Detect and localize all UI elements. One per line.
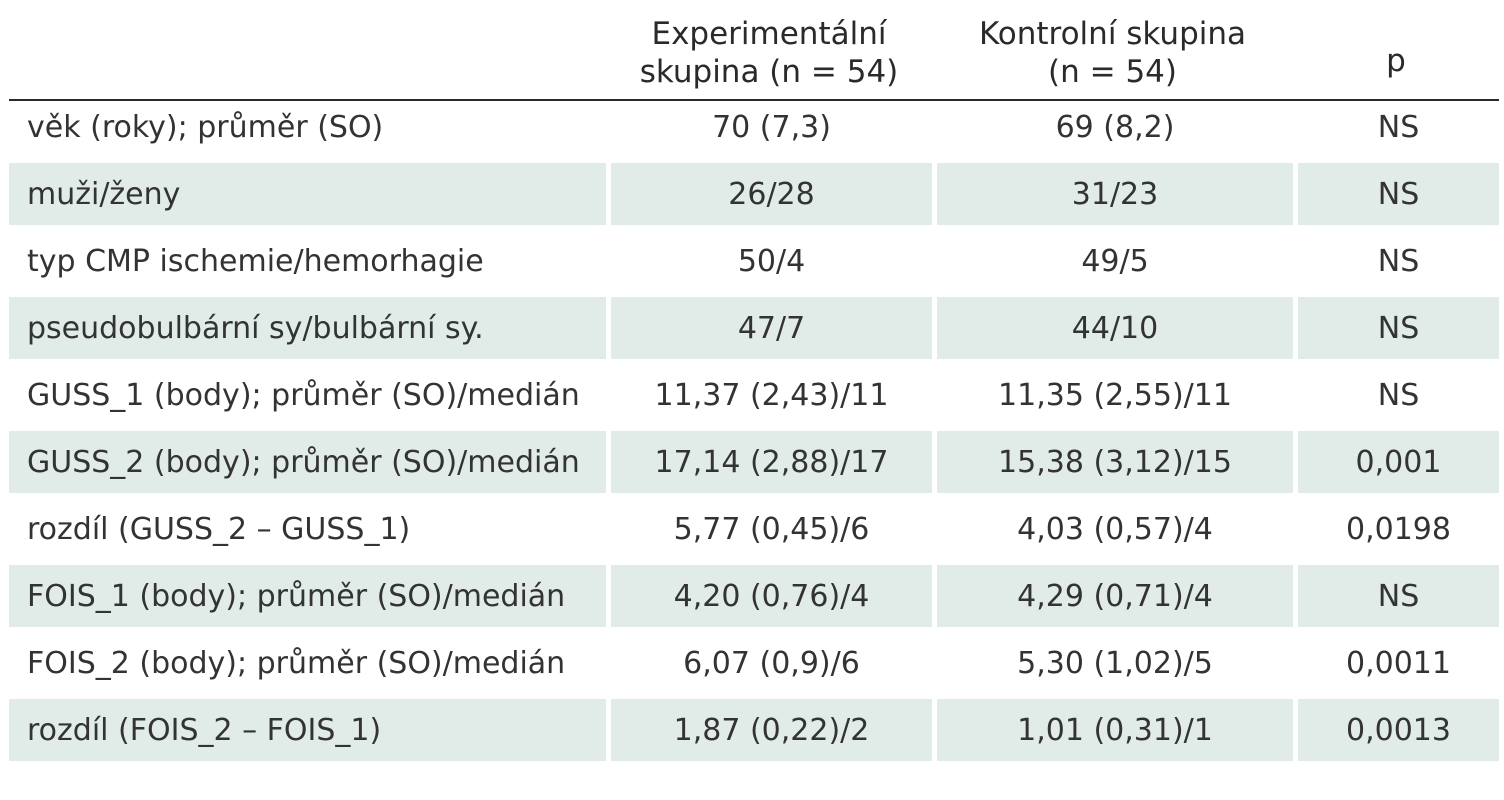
header-control-line-2: (n = 54) — [1048, 54, 1177, 90]
experimental-value: 17,14 (2,88)/17 — [606, 431, 932, 493]
row-label: FOIS_2 (body); průměr (SO)/medián — [27, 645, 566, 681]
p-value: NS — [1293, 297, 1499, 359]
row-label: typ CMP ischemie/hemorhagie — [27, 243, 484, 279]
row-label: GUSS_2 (body); průměr (SO)/medián — [9, 431, 606, 493]
p-value: NS — [1293, 163, 1499, 225]
control-value: 5,30 (1,02)/5 — [1017, 645, 1213, 681]
control-value: 31/23 — [932, 163, 1293, 225]
results-table: Experimentální skupina (n = 54) Kontroln… — [9, 0, 1499, 766]
table-row: typ CMP ischemie/hemorhagie 50/4 49/5 NS — [9, 230, 1499, 292]
experimental-value: 4,20 (0,76)/4 — [606, 565, 932, 627]
header-control-line-1: Kontrolní skupina — [978, 16, 1247, 52]
experimental-value: 47/7 — [606, 297, 932, 359]
row-label: GUSS_1 (body); průměr (SO)/medián — [27, 377, 580, 413]
experimental-value: 5,77 (0,45)/6 — [673, 511, 870, 547]
row-label: věk (roky); průměr (SO) — [27, 109, 384, 145]
header-rule — [9, 99, 1499, 101]
p-value: NS — [1377, 109, 1420, 145]
table-row: rozdíl (FOIS_2 – FOIS_1) 1,87 (0,22)/2 1… — [9, 699, 1499, 761]
control-value: 15,38 (3,12)/15 — [932, 431, 1293, 493]
p-value: 0,0011 — [1346, 645, 1451, 681]
row-label: muži/ženy — [9, 163, 606, 225]
table-row: muži/ženy 26/28 31/23 NS — [9, 163, 1499, 225]
table-row: GUSS_1 (body); průměr (SO)/medián 11,37 … — [9, 364, 1499, 426]
header-experimental-group: Experimentální skupina (n = 54) — [606, 5, 932, 91]
header-label-column — [9, 5, 606, 91]
control-value: 1,01 (0,31)/1 — [932, 699, 1293, 761]
control-value: 4,03 (0,57)/4 — [1017, 511, 1213, 547]
table-row: věk (roky); průměr (SO) 70 (7,3) 69 (8,2… — [9, 96, 1499, 158]
p-value: NS — [1377, 377, 1420, 413]
header-experimental-line-2: skupina (n = 54) — [639, 54, 899, 90]
p-value: 0,0013 — [1293, 699, 1499, 761]
table-row: GUSS_2 (body); průměr (SO)/medián 17,14 … — [9, 431, 1499, 493]
experimental-value: 1,87 (0,22)/2 — [606, 699, 932, 761]
p-value: 0,0198 — [1346, 511, 1451, 547]
table-row: rozdíl (GUSS_2 – GUSS_1) 5,77 (0,45)/6 4… — [9, 498, 1499, 560]
experimental-value: 50/4 — [737, 243, 806, 279]
table-body: věk (roky); průměr (SO) 70 (7,3) 69 (8,2… — [9, 96, 1499, 761]
experimental-value: 26/28 — [606, 163, 932, 225]
experimental-value: 6,07 (0,9)/6 — [683, 645, 860, 681]
control-value: 69 (8,2) — [1055, 109, 1175, 145]
table-row: FOIS_1 (body); průměr (SO)/medián 4,20 (… — [9, 565, 1499, 627]
control-value: 11,35 (2,55)/11 — [998, 377, 1232, 413]
row-label: FOIS_1 (body); průměr (SO)/medián — [9, 565, 606, 627]
header-control-group: Kontrolní skupina (n = 54) — [932, 5, 1293, 91]
header-p-value: p — [1293, 5, 1499, 91]
row-label: rozdíl (GUSS_2 – GUSS_1) — [27, 511, 411, 547]
p-value: NS — [1377, 243, 1420, 279]
control-value: 4,29 (0,71)/4 — [932, 565, 1293, 627]
table-row: pseudobulbární sy/bulbární sy. 47/7 44/1… — [9, 297, 1499, 359]
header-experimental-line-1: Experimentální — [651, 16, 887, 52]
experimental-value: 11,37 (2,43)/11 — [654, 377, 889, 413]
control-value: 49/5 — [1081, 243, 1149, 279]
row-label: rozdíl (FOIS_2 – FOIS_1) — [9, 699, 606, 761]
p-value: NS — [1293, 565, 1499, 627]
header-row: Experimentální skupina (n = 54) Kontroln… — [9, 5, 1499, 91]
table-row: FOIS_2 (body); průměr (SO)/medián 6,07 (… — [9, 632, 1499, 694]
row-label: pseudobulbární sy/bulbární sy. — [9, 297, 606, 359]
p-value: 0,001 — [1293, 431, 1499, 493]
experimental-value: 70 (7,3) — [712, 109, 831, 145]
control-value: 44/10 — [932, 297, 1293, 359]
table-header: Experimentální skupina (n = 54) Kontroln… — [9, 5, 1499, 91]
header-p-label: p — [1386, 43, 1406, 79]
